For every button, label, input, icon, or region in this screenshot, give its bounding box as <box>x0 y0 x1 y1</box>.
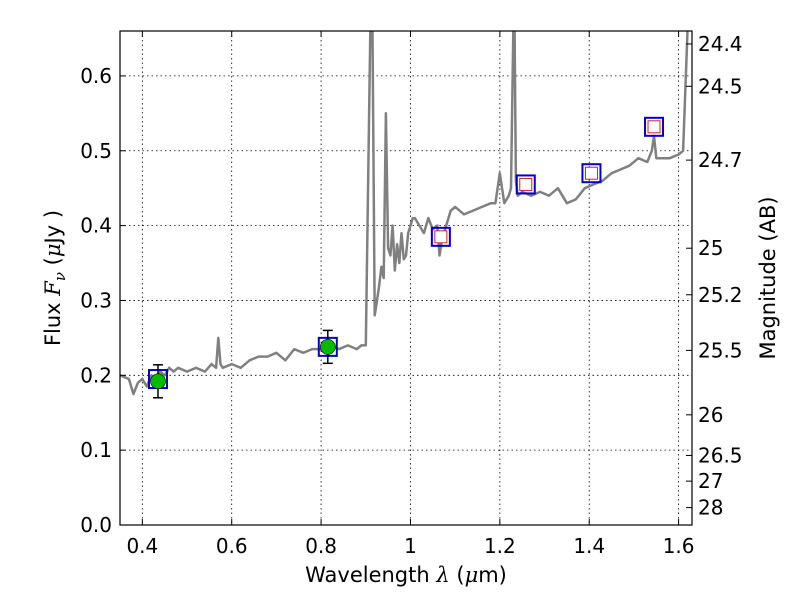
series-line-sed <box>120 31 689 396</box>
y2-tick-label: 26 <box>698 403 723 427</box>
x-tick-label: 1.6 <box>663 534 695 558</box>
y-tick-label: 0.3 <box>80 288 112 312</box>
y2-tick-label: 26.5 <box>698 443 743 467</box>
series-layer <box>120 31 689 396</box>
y-tick-label: 0.1 <box>80 438 112 462</box>
x-tick-label: 0.8 <box>305 534 337 558</box>
x-tick-label: 1 <box>404 534 417 558</box>
y2-tick-label: 28 <box>698 496 723 520</box>
detection-point <box>150 373 166 390</box>
x-tick-label: 0.6 <box>216 534 248 558</box>
upper-limit-square <box>647 120 661 134</box>
model-photometry-box <box>644 116 665 137</box>
y-tick-label: 0.0 <box>80 513 112 537</box>
y-axis-title: Flux Fν (μJy ) <box>41 210 69 346</box>
plot-frame <box>119 30 693 526</box>
y-tick-label: 0.2 <box>80 363 112 387</box>
x-tick-label: 0.4 <box>126 534 158 558</box>
y2-tick-label: 24.4 <box>698 32 743 56</box>
y2-axis-title: Magnitude (AB) <box>756 196 780 359</box>
points-layer <box>147 116 665 399</box>
detection-point <box>319 339 336 355</box>
upper-limit-square <box>434 230 448 244</box>
y-tick-label: 0.4 <box>80 214 112 238</box>
upper-limit-square <box>584 166 598 180</box>
ticks: 0.4 0.6 0.8 1 1.2 1.4 1.6 0.0 0.1 0.2 0.3 0.4 0.5 0.6… <box>80 31 743 558</box>
x-tick-label: 1.4 <box>573 534 605 558</box>
model-photometry-box <box>581 163 602 184</box>
y2-tick-label: 24.7 <box>698 148 743 172</box>
x-axis-title: Wavelength λ (μm) <box>305 563 507 587</box>
y2-tick-label: 25 <box>698 236 723 260</box>
y-tick-label: 0.5 <box>80 139 112 163</box>
y2-tick-label: 25.2 <box>698 283 743 307</box>
y-tick-label: 0.6 <box>80 64 112 88</box>
upper-limit-square <box>519 177 533 191</box>
model-photometry-box <box>430 226 451 247</box>
grid <box>120 31 692 526</box>
x-tick-label: 1.2 <box>484 534 516 558</box>
y2-tick-label: 27 <box>698 469 723 493</box>
y2-tick-label: 24.5 <box>698 74 743 98</box>
model-photometry-box <box>515 174 536 195</box>
y2-tick-label: 25.5 <box>698 338 743 362</box>
